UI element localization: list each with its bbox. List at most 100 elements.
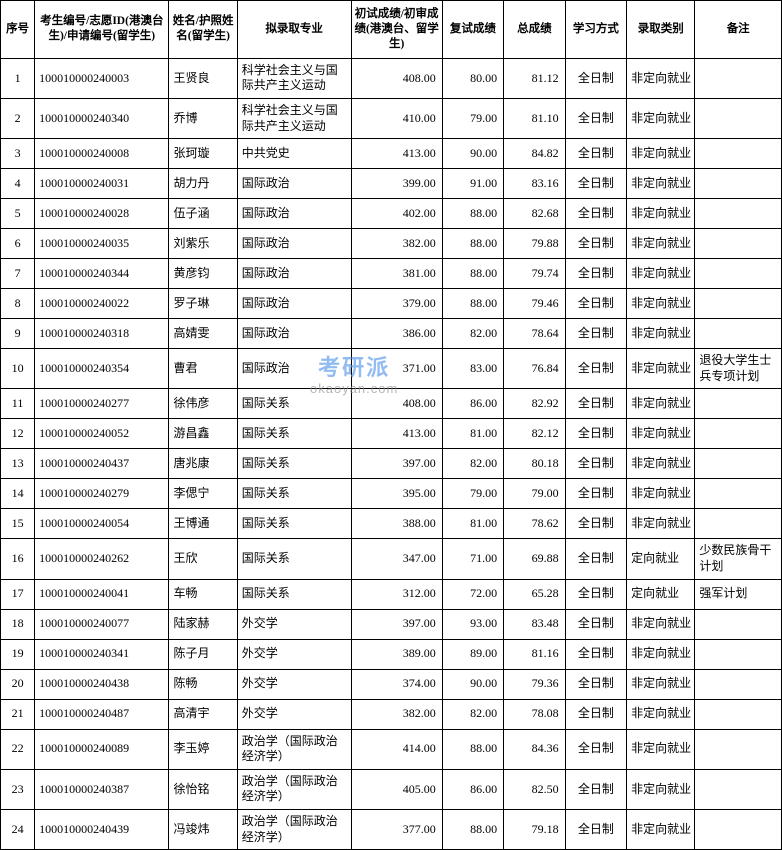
admission-table: 序号 考生编号/志愿ID(港澳台生)/申请编号(留学生) 姓名/护照姓名(留学生… [0, 0, 782, 850]
cell-score2: 79.00 [442, 99, 503, 139]
cell-type: 非定向就业 [627, 259, 695, 289]
cell-score2: 90.00 [442, 669, 503, 699]
cell-note [695, 199, 782, 229]
cell-seq: 10 [1, 349, 35, 389]
cell-id: 100010000240054 [35, 509, 169, 539]
cell-mode: 全日制 [565, 729, 626, 769]
cell-name: 高清宇 [169, 699, 237, 729]
cell-score2: 71.00 [442, 539, 503, 579]
cell-id: 100010000240344 [35, 259, 169, 289]
cell-type: 非定向就业 [627, 199, 695, 229]
cell-score2: 88.00 [442, 289, 503, 319]
cell-score2: 88.00 [442, 729, 503, 769]
cell-seq: 6 [1, 229, 35, 259]
cell-mode: 全日制 [565, 99, 626, 139]
cell-score2: 88.00 [442, 259, 503, 289]
cell-note: 退役大学生士兵专项计划 [695, 349, 782, 389]
cell-mode: 全日制 [565, 609, 626, 639]
cell-seq: 12 [1, 419, 35, 449]
cell-score1: 382.00 [351, 229, 442, 259]
cell-name: 徐怡铭 [169, 769, 237, 809]
header-note: 备注 [695, 1, 782, 59]
cell-mode: 全日制 [565, 809, 626, 849]
table-row: 17100010000240041车畅国际关系312.0072.0065.28全… [1, 579, 782, 609]
cell-major: 科学社会主义与国际共产主义运动 [237, 58, 351, 98]
cell-score2: 82.00 [442, 319, 503, 349]
cell-note [695, 389, 782, 419]
table-row: 8100010000240022罗子琳国际政治379.0088.0079.46全… [1, 289, 782, 319]
cell-note [695, 699, 782, 729]
cell-seq: 1 [1, 58, 35, 98]
cell-score3: 82.92 [504, 389, 565, 419]
cell-id: 100010000240035 [35, 229, 169, 259]
cell-name: 徐伟彦 [169, 389, 237, 419]
cell-id: 100010000240277 [35, 389, 169, 419]
cell-seq: 15 [1, 509, 35, 539]
cell-score1: 397.00 [351, 449, 442, 479]
cell-name: 王博通 [169, 509, 237, 539]
table-row: 10100010000240354曹君国际政治371.0083.0076.84全… [1, 349, 782, 389]
cell-type: 非定向就业 [627, 229, 695, 259]
cell-mode: 全日制 [565, 58, 626, 98]
cell-seq: 2 [1, 99, 35, 139]
cell-mode: 全日制 [565, 669, 626, 699]
cell-type: 定向就业 [627, 579, 695, 609]
cell-score1: 312.00 [351, 579, 442, 609]
cell-seq: 18 [1, 609, 35, 639]
cell-score2: 82.00 [442, 699, 503, 729]
cell-mode: 全日制 [565, 509, 626, 539]
table-row: 2100010000240340乔博科学社会主义与国际共产主义运动410.007… [1, 99, 782, 139]
cell-score1: 389.00 [351, 639, 442, 669]
cell-score3: 79.36 [504, 669, 565, 699]
header-name: 姓名/护照姓名(留学生) [169, 1, 237, 59]
table-row: 13100010000240437唐兆康国际关系397.0082.0080.18… [1, 449, 782, 479]
cell-id: 100010000240031 [35, 169, 169, 199]
cell-score1: 377.00 [351, 809, 442, 849]
cell-score1: 382.00 [351, 699, 442, 729]
cell-score2: 82.00 [442, 449, 503, 479]
cell-major: 国际关系 [237, 449, 351, 479]
cell-seq: 19 [1, 639, 35, 669]
cell-major: 外交学 [237, 639, 351, 669]
cell-score1: 414.00 [351, 729, 442, 769]
cell-score1: 413.00 [351, 139, 442, 169]
cell-type: 非定向就业 [627, 449, 695, 479]
cell-score3: 82.68 [504, 199, 565, 229]
cell-name: 伍子涵 [169, 199, 237, 229]
cell-score2: 79.00 [442, 479, 503, 509]
cell-id: 100010000240022 [35, 289, 169, 319]
cell-major: 政治学（国际政治经济学） [237, 809, 351, 849]
cell-name: 李玉婷 [169, 729, 237, 769]
cell-id: 100010000240041 [35, 579, 169, 609]
cell-score2: 93.00 [442, 609, 503, 639]
cell-score2: 83.00 [442, 349, 503, 389]
cell-score3: 84.36 [504, 729, 565, 769]
cell-score3: 79.88 [504, 229, 565, 259]
cell-note: 强军计划 [695, 579, 782, 609]
header-score2: 复试成绩 [442, 1, 503, 59]
cell-type: 定向就业 [627, 539, 695, 579]
cell-mode: 全日制 [565, 699, 626, 729]
header-score1: 初试成绩/初审成绩(港澳台、留学生) [351, 1, 442, 59]
cell-note [695, 169, 782, 199]
table-row: 15100010000240054王博通国际关系388.0081.0078.62… [1, 509, 782, 539]
cell-mode: 全日制 [565, 449, 626, 479]
cell-score1: 371.00 [351, 349, 442, 389]
cell-seq: 4 [1, 169, 35, 199]
cell-id: 100010000240487 [35, 699, 169, 729]
cell-score3: 82.12 [504, 419, 565, 449]
table-row: 1100010000240003王贤良科学社会主义与国际共产主义运动408.00… [1, 58, 782, 98]
table-row: 16100010000240262王欣国际关系347.0071.0069.88全… [1, 539, 782, 579]
table-row: 12100010000240052游昌鑫国际关系413.0081.0082.12… [1, 419, 782, 449]
cell-note [695, 58, 782, 98]
cell-name: 罗子琳 [169, 289, 237, 319]
cell-type: 非定向就业 [627, 139, 695, 169]
cell-score1: 408.00 [351, 58, 442, 98]
cell-note [695, 669, 782, 699]
cell-score3: 78.62 [504, 509, 565, 539]
cell-score1: 402.00 [351, 199, 442, 229]
cell-type: 非定向就业 [627, 639, 695, 669]
cell-note [695, 729, 782, 769]
cell-score2: 89.00 [442, 639, 503, 669]
cell-seq: 22 [1, 729, 35, 769]
